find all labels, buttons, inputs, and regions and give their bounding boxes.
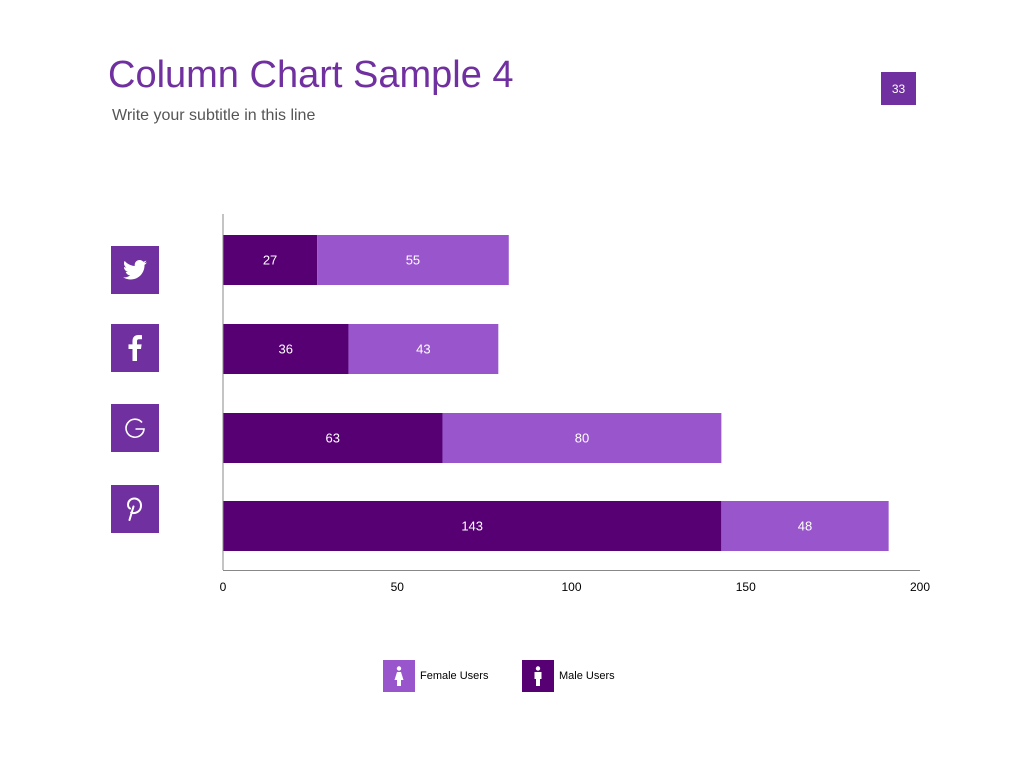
google-icon (125, 418, 145, 438)
x-tick-label-0: 0 (220, 580, 227, 594)
page-number-badge: 33 (881, 72, 916, 105)
data-label-pinterest-male: 143 (461, 519, 483, 534)
legend-swatch-female (383, 660, 415, 692)
legend-label-male: Male Users (559, 670, 615, 682)
legend-item-female: Female Users (383, 660, 488, 692)
data-label-twitter-female: 55 (406, 253, 420, 268)
pinterest-icon (126, 497, 143, 521)
data-label-facebook-male: 36 (278, 342, 292, 357)
data-label-google-male: 63 (326, 431, 340, 446)
bar-facebook-female (348, 324, 499, 374)
data-label-facebook-female: 43 (416, 342, 430, 357)
data-label-twitter-male: 27 (263, 253, 277, 268)
legend-swatch-male (522, 660, 554, 692)
data-label-google-female: 80 (575, 431, 589, 446)
bar-twitter-female (317, 235, 509, 285)
facebook-icon-tile (111, 324, 159, 372)
bar-google-female (442, 413, 722, 463)
facebook-icon (128, 335, 142, 361)
data-label-pinterest-female: 48 (798, 519, 812, 534)
x-tick-label-100: 100 (561, 580, 581, 594)
bar-google-male (223, 413, 443, 463)
google-icon-tile (111, 404, 159, 452)
twitter-icon (123, 260, 147, 280)
page-subtitle: Write your subtitle in this line (112, 107, 316, 124)
twitter-icon-tile (111, 246, 159, 294)
page-title: Column Chart Sample 4 (108, 54, 514, 96)
female-user-icon (394, 666, 404, 686)
pinterest-icon-tile (111, 485, 159, 533)
bar-pinterest-female (721, 501, 889, 551)
legend-item-male: Male Users (522, 660, 615, 692)
x-tick-label-200: 200 (910, 580, 930, 594)
x-tick-label-50: 50 (391, 580, 405, 594)
bar-twitter-male (223, 235, 318, 285)
bar-facebook-male (223, 324, 349, 374)
legend-label-female: Female Users (420, 670, 489, 682)
male-user-icon (534, 666, 542, 686)
bar-pinterest-male (223, 501, 722, 551)
x-tick-label-150: 150 (736, 580, 756, 594)
